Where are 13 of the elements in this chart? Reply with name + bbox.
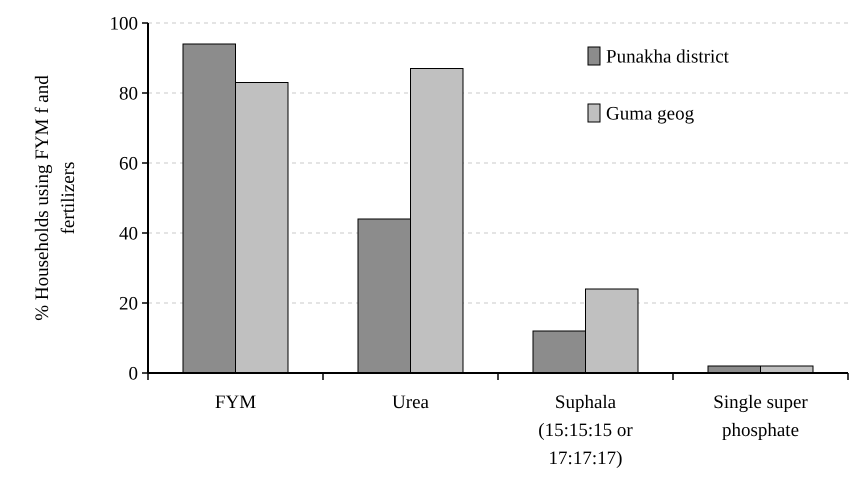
y-tick-label: 100	[110, 14, 138, 35]
legend-label: Guma geog	[606, 104, 695, 125]
x-tick-label: FYM	[214, 392, 256, 413]
x-tick-label: Urea	[392, 392, 430, 413]
legend-label: Punakha district	[606, 46, 730, 68]
x-tick-label: Suphala (15:15:15 or 17:17:17)	[538, 392, 634, 469]
y-axis-title: % Households using FYM f and fertilizers	[32, 74, 79, 321]
y-tick-label: 40	[119, 224, 138, 245]
x-tick-label: Single super phosphate	[713, 392, 808, 441]
y-tick-label: 60	[119, 154, 138, 175]
y-tick-label: 80	[119, 84, 138, 105]
y-tick-label: 20	[119, 294, 138, 315]
y-tick-label: 0	[128, 364, 138, 385]
